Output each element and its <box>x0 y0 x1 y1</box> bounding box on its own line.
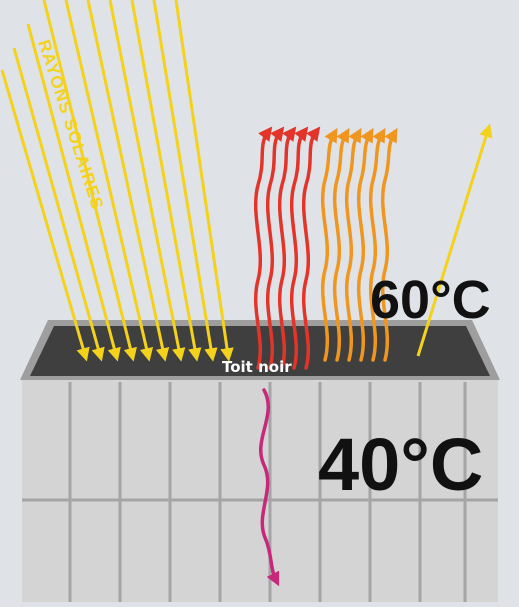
reflected-ray <box>416 123 493 357</box>
emitted-heat-warm-arrows <box>320 127 398 362</box>
sun-rays <box>0 0 234 362</box>
emitted-heat-hot-arrows <box>253 126 321 370</box>
conducted-heat-arrow <box>258 388 280 587</box>
building-wall <box>22 378 498 602</box>
roof-label: Toit noir <box>222 358 292 376</box>
roof-temperature: 60°C <box>370 270 491 330</box>
inside-temperature: 40°C <box>318 423 483 506</box>
